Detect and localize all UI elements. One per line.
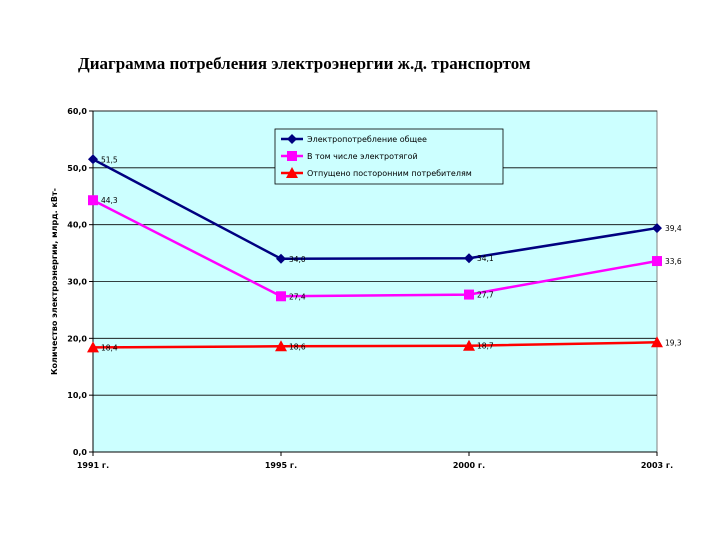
y-tick-label: 30,0 — [67, 278, 87, 287]
data-point-triangle — [463, 339, 475, 351]
x-tick-label: 1995 г. — [265, 461, 297, 470]
y-tick-label: 40,0 — [67, 221, 87, 230]
data-point-diamond — [652, 223, 662, 234]
data-label: 19,3 — [665, 338, 682, 347]
data-label: 39,4 — [665, 224, 682, 233]
data-label: 44,3 — [101, 196, 118, 205]
data-label: 18,4 — [101, 343, 118, 352]
legend: Электропотребление общее В том числе элек… — [274, 128, 504, 185]
data-point-triangle — [286, 167, 298, 178]
legend-label: В том числе электротягой — [307, 152, 418, 161]
y-tick-label: 50,0 — [67, 164, 87, 173]
data-label: 18,6 — [289, 342, 306, 351]
data-label: 18,7 — [477, 342, 494, 351]
data-point-diamond — [464, 253, 474, 264]
series-line — [92, 199, 658, 298]
data-label: 34,1 — [477, 254, 494, 263]
data-point-triangle — [87, 341, 99, 353]
legend-label: Отпущено посторонним потребителям — [307, 169, 472, 178]
chart-title: Диаграмма потребления электроэнергии ж.д… — [78, 54, 531, 73]
data-point-square — [88, 195, 98, 206]
data-point-square — [276, 291, 286, 302]
x-tick-label: 2003 г. — [641, 461, 673, 470]
y-axis-title: Количество электроэнергии, млрд. кВт- — [50, 188, 59, 375]
legend-label: Электропотребление общее — [307, 135, 427, 144]
data-point-diamond — [276, 253, 286, 264]
series-line — [92, 341, 658, 349]
data-label: 34,0 — [289, 255, 306, 264]
x-tick-label: 1991 г. — [77, 461, 109, 470]
x-tick-label: 2000 г. — [453, 461, 485, 470]
x-tick-labels: 1991 г. 1995 г. 2000 г. 2003 г. — [77, 452, 673, 470]
y-tick-label: 0,0 — [73, 448, 88, 457]
legend-box — [274, 128, 504, 185]
data-label: 27,7 — [477, 291, 494, 300]
series-2: 44,3 27,4 27,7 33,6 — [88, 195, 682, 302]
data-point-triangle — [651, 336, 663, 348]
y-tick-labels: 0,0 10,0 20,0 30,0 40,0 50,0 60,0 — [67, 107, 93, 457]
data-point-square — [464, 289, 474, 300]
y-tick-label: 20,0 — [67, 334, 87, 343]
series-lines: 51,5 34,0 34,1 39,4 44,3 27,4 27,7 33,6 18,4 18,6… — [87, 154, 682, 353]
series-line — [92, 158, 658, 261]
data-point-square — [652, 256, 662, 267]
data-point-diamond — [88, 154, 98, 165]
legend-item: Отпущено посторонним потребителям — [281, 167, 472, 178]
data-label: 51,5 — [101, 155, 118, 164]
series-3: 18,4 18,6 18,7 19,3 — [87, 336, 682, 353]
data-label: 27,4 — [289, 292, 306, 301]
legend-item: В том числе электротягой — [281, 151, 418, 161]
y-tick-label: 60,0 — [67, 107, 87, 116]
data-point-diamond — [287, 134, 297, 144]
data-point-triangle — [275, 340, 287, 352]
data-point-square — [287, 151, 297, 161]
data-label: 33,6 — [665, 257, 682, 266]
legend-item: Электропотребление общее — [281, 134, 427, 144]
y-tick-label: 10,0 — [67, 391, 87, 400]
series-1: 51,5 34,0 34,1 39,4 — [88, 154, 682, 264]
